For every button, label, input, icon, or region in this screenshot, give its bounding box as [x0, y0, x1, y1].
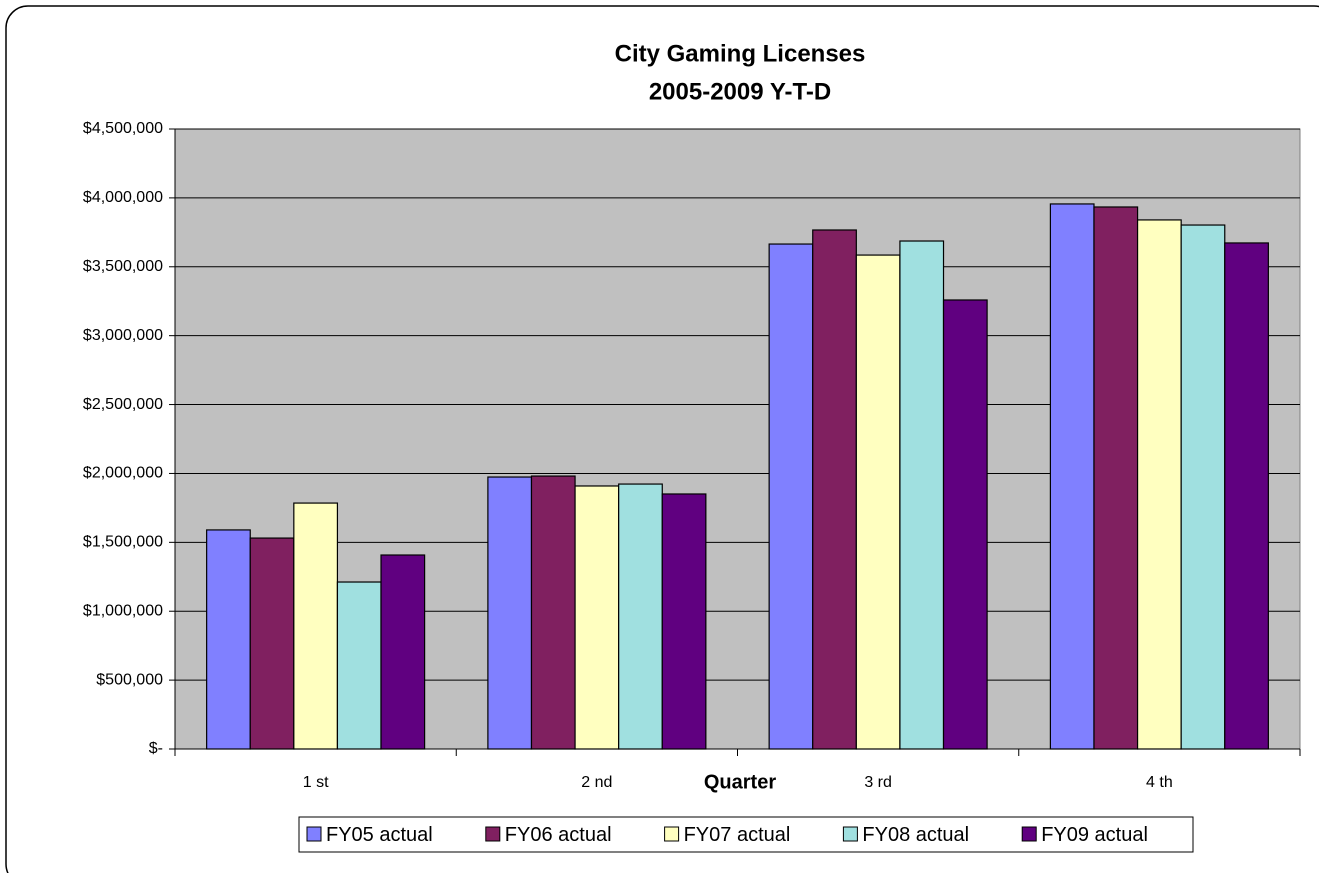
bar [768, 243, 814, 750]
bar [530, 475, 576, 750]
bar [249, 537, 295, 750]
bar [380, 554, 426, 750]
legend-swatch [842, 826, 858, 842]
bar [899, 240, 945, 750]
legend-label: FY06 actual [505, 824, 612, 846]
legend-swatch [306, 826, 322, 842]
y-tick-label: $500,000 [96, 671, 163, 688]
y-tick-label: $4,000,000 [83, 189, 163, 206]
legend-swatch [1021, 826, 1037, 842]
legend-swatch [485, 826, 501, 842]
y-tick-label: $3,000,000 [83, 327, 163, 344]
x-tick-label: 1 st [303, 774, 329, 791]
legend-label: FY08 actual [862, 824, 969, 846]
y-tick-label: $1,500,000 [83, 534, 163, 551]
y-tick-label: $4,500,000 [83, 120, 163, 137]
y-tick-label: $1,000,000 [83, 602, 163, 619]
bar [1136, 219, 1182, 750]
y-tick-label: $2,500,000 [83, 396, 163, 413]
bar [293, 502, 339, 750]
bar [1180, 224, 1226, 750]
x-tick-label: 4 th [1146, 774, 1173, 791]
bar [1049, 203, 1095, 750]
legend-label: FY05 actual [326, 824, 433, 846]
chart-subtitle: 2005-2009 Y-T-D [649, 78, 831, 105]
bar [206, 529, 251, 750]
legend-box [298, 816, 1194, 853]
x-tick-label: 3 rd [864, 774, 892, 791]
bar [942, 299, 988, 750]
bar [1093, 206, 1139, 750]
bar [812, 229, 857, 750]
legend-swatch [664, 826, 680, 842]
y-tick-label: $2,000,000 [83, 465, 163, 482]
bar [336, 581, 382, 750]
y-tick-label: $- [149, 740, 163, 757]
chart-title: City Gaming Licenses [615, 40, 866, 67]
bar [618, 483, 663, 750]
bar [855, 254, 901, 750]
bar [487, 476, 533, 750]
legend-label: FY09 actual [1041, 824, 1148, 846]
y-tick-label: $3,500,000 [83, 258, 163, 275]
bar [574, 485, 620, 750]
x-tick-label: 2 nd [581, 774, 612, 791]
legend-label: FY07 actual [684, 824, 791, 846]
x-axis-label: Quarter [704, 771, 776, 793]
bar [661, 493, 707, 750]
bar [1224, 242, 1269, 750]
